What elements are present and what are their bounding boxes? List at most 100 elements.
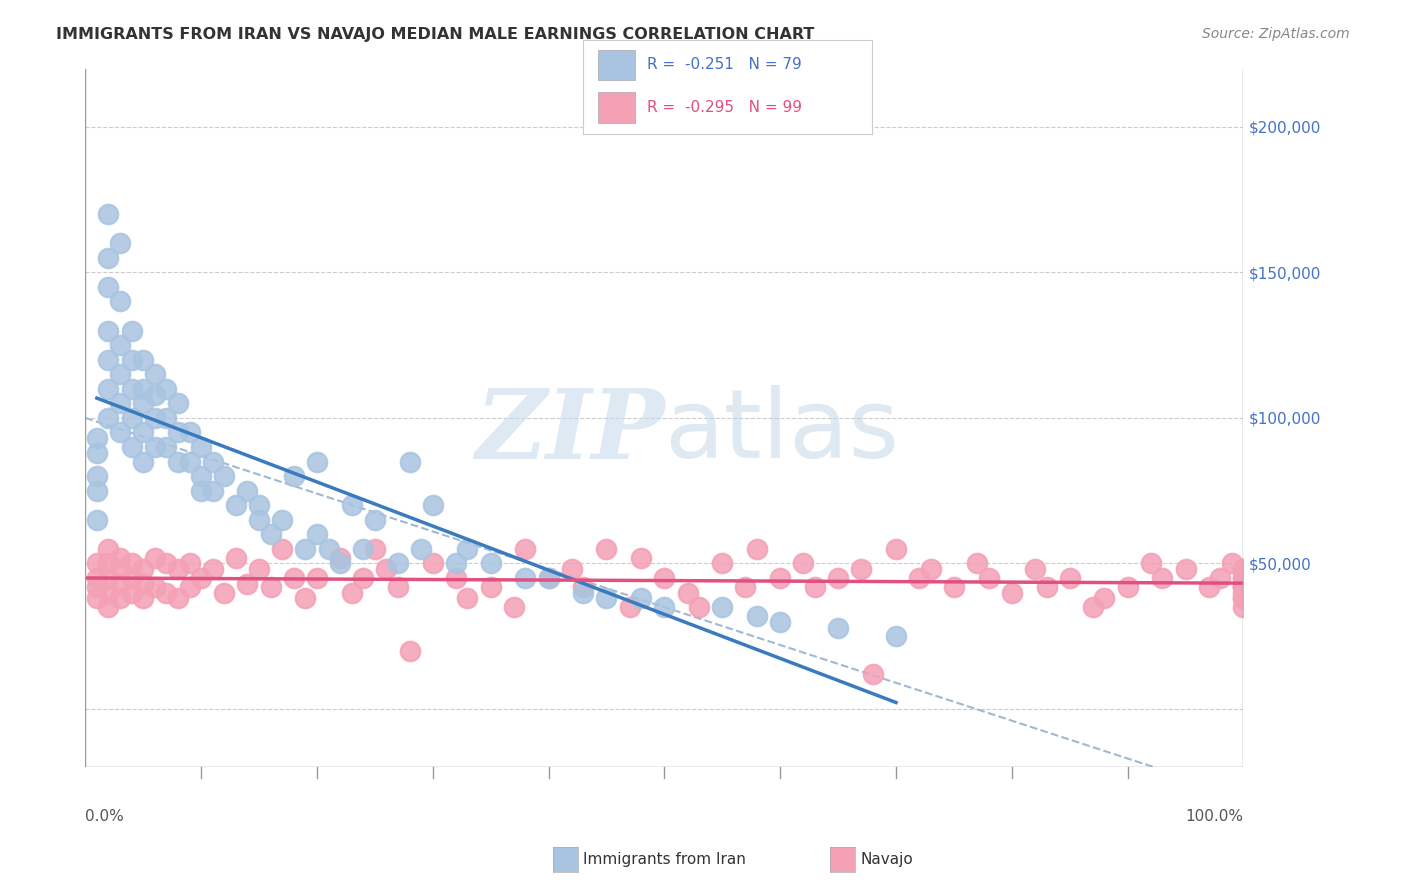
Point xyxy=(920,562,942,576)
Point xyxy=(283,469,305,483)
Point xyxy=(515,571,537,585)
Point xyxy=(1232,562,1254,576)
Point xyxy=(247,562,270,576)
Point xyxy=(1139,557,1161,571)
Point xyxy=(97,571,120,585)
Point xyxy=(132,352,155,367)
Point xyxy=(108,562,131,576)
Point xyxy=(167,591,190,606)
Point xyxy=(515,541,537,556)
Point xyxy=(1081,600,1104,615)
Point xyxy=(86,513,108,527)
Point xyxy=(108,591,131,606)
Point xyxy=(155,557,177,571)
Point xyxy=(167,454,190,468)
Point xyxy=(86,446,108,460)
Point xyxy=(86,580,108,594)
Point xyxy=(121,585,143,599)
Point xyxy=(769,615,792,629)
Point xyxy=(630,591,652,606)
Point xyxy=(884,629,907,643)
Point xyxy=(108,338,131,352)
Point xyxy=(155,585,177,599)
Point xyxy=(179,580,201,594)
Text: ZIP: ZIP xyxy=(475,384,665,479)
Point xyxy=(352,541,374,556)
Point xyxy=(305,527,328,541)
Point xyxy=(745,541,768,556)
Point xyxy=(479,557,502,571)
FancyBboxPatch shape xyxy=(598,49,636,80)
Point xyxy=(1232,562,1254,576)
Point xyxy=(1024,562,1046,576)
Point xyxy=(572,580,595,594)
Point xyxy=(364,513,387,527)
FancyBboxPatch shape xyxy=(598,92,636,122)
Point xyxy=(86,557,108,571)
Point xyxy=(190,483,212,498)
Point xyxy=(132,382,155,396)
Text: 100.0%: 100.0% xyxy=(1185,809,1243,824)
Point xyxy=(97,207,120,221)
Point xyxy=(444,571,467,585)
Point xyxy=(340,498,363,512)
Point xyxy=(595,541,617,556)
Point xyxy=(201,454,224,468)
Point xyxy=(97,251,120,265)
Point xyxy=(97,382,120,396)
Point xyxy=(1232,591,1254,606)
Point xyxy=(537,571,560,585)
Point xyxy=(364,541,387,556)
Point xyxy=(201,483,224,498)
Point xyxy=(827,571,849,585)
Point xyxy=(654,571,676,585)
Point xyxy=(305,454,328,468)
Point xyxy=(86,469,108,483)
Point xyxy=(190,469,212,483)
Point xyxy=(1232,571,1254,585)
Text: R =  -0.251   N = 79: R = -0.251 N = 79 xyxy=(647,57,801,72)
Point xyxy=(86,571,108,585)
Point xyxy=(1001,585,1024,599)
Point xyxy=(456,541,478,556)
Point xyxy=(167,562,190,576)
Point xyxy=(247,498,270,512)
Point xyxy=(444,557,467,571)
Point xyxy=(966,557,988,571)
Point xyxy=(108,396,131,410)
Point xyxy=(318,541,340,556)
Point xyxy=(654,600,676,615)
Point xyxy=(688,600,710,615)
Point xyxy=(259,527,281,541)
Point xyxy=(711,557,734,571)
Point xyxy=(97,557,120,571)
Point xyxy=(190,571,212,585)
Point xyxy=(676,585,699,599)
Point xyxy=(619,600,641,615)
Point xyxy=(236,577,259,591)
Point xyxy=(155,382,177,396)
Point xyxy=(862,667,884,681)
Point xyxy=(1232,591,1254,606)
Point xyxy=(352,571,374,585)
Point xyxy=(1232,600,1254,615)
Point xyxy=(329,550,352,565)
Point xyxy=(792,557,814,571)
Point xyxy=(121,352,143,367)
Point xyxy=(851,562,873,576)
Point xyxy=(537,571,560,585)
Point xyxy=(247,513,270,527)
Point xyxy=(479,580,502,594)
Point xyxy=(977,571,1000,585)
Point xyxy=(97,585,120,599)
Point xyxy=(97,600,120,615)
Text: Navajo: Navajo xyxy=(860,853,914,867)
Point xyxy=(387,580,409,594)
Point xyxy=(97,410,120,425)
Point xyxy=(422,498,444,512)
Point xyxy=(132,591,155,606)
Point xyxy=(595,591,617,606)
Point xyxy=(225,498,247,512)
Point xyxy=(1116,580,1139,594)
Point xyxy=(121,382,143,396)
